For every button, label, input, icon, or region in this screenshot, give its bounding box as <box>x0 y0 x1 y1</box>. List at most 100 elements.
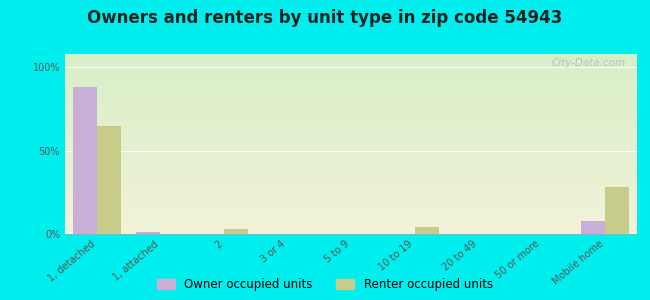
Bar <box>65 164 637 166</box>
Bar <box>65 203 637 205</box>
Bar <box>65 185 637 187</box>
Bar <box>65 225 637 227</box>
Bar <box>65 178 637 180</box>
Bar <box>65 67 637 68</box>
Bar <box>65 121 637 122</box>
Bar <box>65 94 637 95</box>
Bar <box>65 90 637 92</box>
Bar <box>65 101 637 103</box>
Bar <box>65 79 637 81</box>
Bar <box>65 158 637 160</box>
Bar <box>65 126 637 128</box>
Bar <box>65 124 637 126</box>
Bar <box>65 103 637 104</box>
Text: Owners and renters by unit type in zip code 54943: Owners and renters by unit type in zip c… <box>87 9 563 27</box>
Bar <box>65 81 637 83</box>
Bar <box>65 205 637 207</box>
Bar <box>65 108 637 110</box>
Bar <box>65 176 637 178</box>
Bar <box>65 194 637 196</box>
Bar <box>65 88 637 90</box>
Legend: Owner occupied units, Renter occupied units: Owner occupied units, Renter occupied un… <box>157 278 493 291</box>
Bar <box>65 112 637 113</box>
Bar <box>65 133 637 135</box>
Bar <box>65 122 637 124</box>
Bar <box>65 61 637 63</box>
Bar <box>65 110 637 112</box>
Bar <box>65 99 637 101</box>
Bar <box>65 162 637 164</box>
Bar <box>581 221 605 234</box>
Bar <box>65 128 637 130</box>
Bar <box>65 77 637 79</box>
Bar <box>65 74 637 76</box>
Bar <box>65 230 637 232</box>
Bar <box>65 137 637 139</box>
Bar <box>65 157 637 158</box>
Bar <box>65 167 637 169</box>
Bar <box>65 200 637 202</box>
Bar <box>65 212 637 214</box>
Bar <box>65 196 637 198</box>
Bar <box>65 187 637 189</box>
Bar <box>97 126 121 234</box>
Bar <box>224 229 248 234</box>
Bar <box>65 209 637 211</box>
Bar <box>65 63 637 65</box>
Bar <box>65 211 637 212</box>
Bar <box>73 87 97 234</box>
Bar <box>65 113 637 115</box>
Bar <box>65 144 637 146</box>
Bar <box>65 182 637 184</box>
Bar <box>65 72 637 74</box>
Bar <box>65 139 637 140</box>
Bar <box>65 130 637 131</box>
Bar <box>65 95 637 97</box>
Bar <box>65 202 637 203</box>
Bar <box>65 207 637 209</box>
Bar <box>65 115 637 117</box>
Bar <box>65 149 637 151</box>
Bar <box>65 214 637 216</box>
Bar <box>65 59 637 61</box>
Bar <box>65 173 637 175</box>
Bar <box>65 189 637 191</box>
Bar <box>65 83 637 85</box>
Text: City-Data.com: City-Data.com <box>551 58 625 68</box>
Bar <box>65 191 637 193</box>
Bar <box>65 68 637 70</box>
Bar <box>65 85 637 86</box>
Bar <box>65 106 637 108</box>
Bar <box>65 171 637 173</box>
Bar <box>65 92 637 94</box>
Bar <box>65 119 637 121</box>
Bar <box>65 221 637 223</box>
Bar <box>65 146 637 148</box>
Bar <box>65 70 637 72</box>
Bar <box>65 175 637 176</box>
Bar <box>65 153 637 155</box>
Bar <box>65 220 637 221</box>
Bar <box>65 216 637 218</box>
Bar <box>65 58 637 59</box>
Bar <box>65 97 637 99</box>
Bar <box>65 155 637 157</box>
Bar <box>65 229 637 230</box>
Bar <box>65 65 637 67</box>
Bar <box>136 232 161 234</box>
Bar <box>65 140 637 142</box>
Bar <box>65 169 637 171</box>
Bar <box>65 166 637 167</box>
Bar <box>65 131 637 133</box>
Bar <box>65 180 637 182</box>
Bar <box>65 117 637 119</box>
Bar <box>65 232 637 234</box>
Bar <box>65 227 637 229</box>
Bar <box>65 142 637 144</box>
Bar <box>65 160 637 162</box>
Bar <box>65 135 637 137</box>
Bar <box>605 187 629 234</box>
Bar <box>65 76 637 77</box>
Bar <box>65 184 637 185</box>
Bar <box>65 198 637 200</box>
